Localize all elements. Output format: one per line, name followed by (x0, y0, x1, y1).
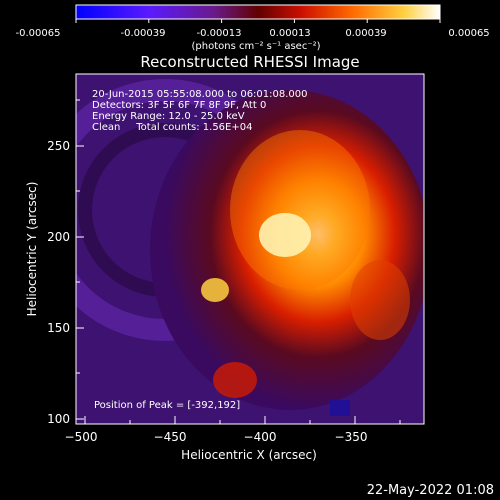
colorbar-tick-label: 0.00065 (448, 28, 489, 39)
x-tick-label: −350 (335, 430, 368, 444)
x-tick-label: −500 (65, 430, 98, 444)
peak-position-label: Position of Peak = [-392,192] (94, 400, 240, 411)
footer-date: 22-May-2022 01:08 (367, 483, 494, 498)
info-line: 20-Jun-2015 05:55:08.000 to 06:01:08.000 (92, 89, 308, 100)
colorbar-units: (photons cm⁻² s⁻¹ asec⁻²) (191, 41, 320, 52)
x-axis (84, 416, 401, 424)
x-tick-label: −450 (154, 430, 187, 444)
image-title: Reconstructed RHESSI Image (140, 53, 359, 71)
info-line: Detectors: 3F 5F 6F 7F 8F 9F, Att 0 (92, 100, 266, 111)
plot-frame (75, 73, 425, 425)
colorbar-tick-label: 0.00039 (345, 28, 386, 39)
info-line: Clean Total counts: 1.56E+04 (92, 122, 252, 133)
rhessi-image (76, 74, 424, 424)
y-axis-label: Heliocentric Y (arcsec) (25, 182, 39, 317)
colorbar-tick-label: -0.00039 (121, 28, 166, 39)
y-tick-label: 200 (47, 230, 70, 244)
colorbar: -0.00065 -0.00039 -0.00013 0.00013 0.000… (16, 4, 490, 52)
colorbar-tick-label: -0.00065 (16, 28, 61, 39)
y-tick-label: 150 (47, 321, 70, 335)
y-tick-label: 100 (47, 412, 70, 426)
info-line: Energy Range: 12.0 - 25.0 keV (92, 111, 245, 122)
colorbar-gradient (75, 4, 441, 20)
colorbar-tick-label: 0.00013 (269, 28, 310, 39)
colorbar-ticks (75, 19, 441, 23)
x-axis-label: Heliocentric X (arcsec) (181, 448, 317, 462)
y-axis (76, 99, 84, 420)
x-tick-label: −400 (244, 430, 277, 444)
y-tick-label: 250 (47, 139, 70, 153)
colorbar-tick-label: -0.00013 (197, 28, 242, 39)
